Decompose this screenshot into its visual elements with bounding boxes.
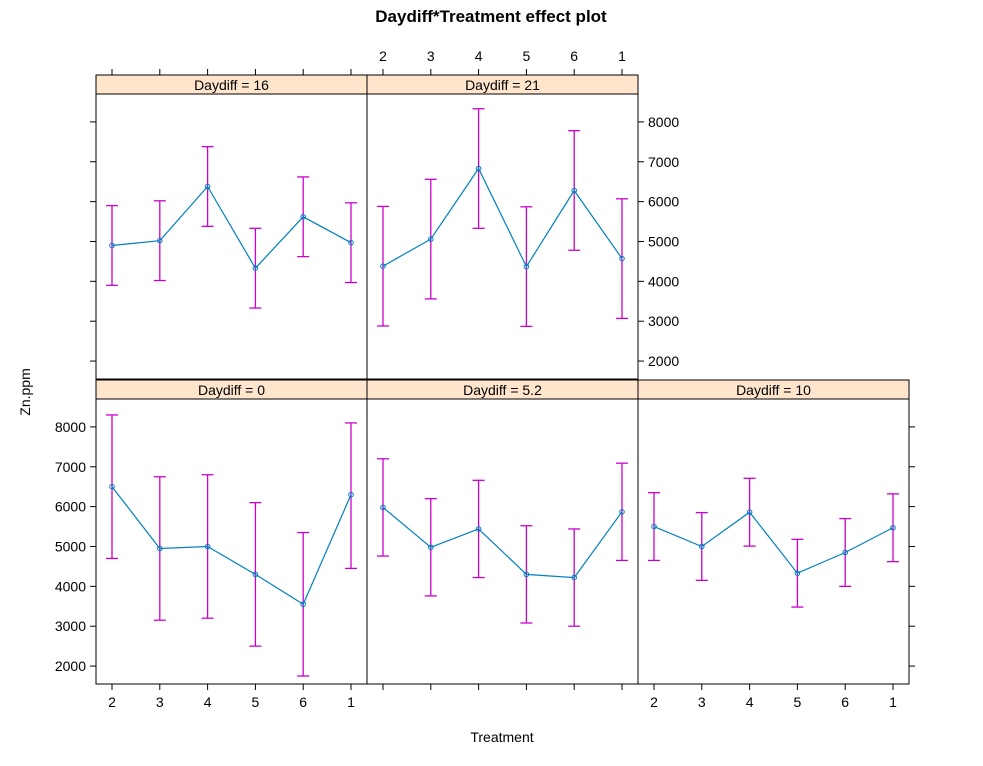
y-tick-label: 7000 [55, 459, 86, 475]
y-tick-label: 4000 [648, 273, 679, 289]
fit-line [653, 511, 894, 574]
y-tick-label: 8000 [648, 114, 679, 130]
y-tick-label: 3000 [648, 313, 679, 329]
fit-point [619, 255, 625, 262]
fit-point [746, 509, 753, 516]
x-tick-label: 4 [475, 48, 483, 64]
x-tick-label: 1 [889, 694, 897, 710]
x-tick-label: 3 [427, 48, 435, 64]
panel-strip-label: Daydiff = 10 [736, 382, 811, 398]
fit-point [794, 570, 801, 576]
fit-point [204, 183, 211, 190]
fit-line [111, 185, 352, 270]
y-tick-label: 7000 [648, 154, 679, 170]
panel-frame [366, 93, 639, 380]
fit-point [300, 213, 307, 220]
fit-point [252, 265, 259, 271]
x-tick-label: 2 [379, 48, 387, 64]
panel-strip-label: Daydiff = 5.2 [463, 382, 542, 398]
fit-point [890, 524, 896, 531]
x-tick-label: 4 [746, 694, 754, 710]
panel-frame [95, 398, 368, 685]
panel-strip-label: Daydiff = 0 [198, 382, 265, 398]
panel: Daydiff = 21 [366, 74, 639, 380]
fit-point [204, 543, 211, 550]
fit-point [380, 504, 386, 511]
fit-point [252, 571, 259, 578]
x-tick-label: 1 [347, 694, 355, 710]
x-tick-label: 2 [650, 694, 658, 710]
fit-point [428, 236, 434, 242]
y-tick-label: 6000 [55, 499, 86, 515]
y-axis-label: Zn.ppm [17, 368, 33, 415]
y-tick-label: 5000 [55, 538, 86, 554]
x-tick-label: 3 [156, 694, 164, 710]
fit-line [382, 167, 623, 268]
panel-strip-label: Daydiff = 16 [194, 77, 269, 93]
fit-point [157, 545, 163, 552]
fit-point [699, 543, 705, 550]
fit-line [382, 506, 623, 579]
y-tick-label: 5000 [648, 233, 679, 249]
axes-layer: 2 3 4 5 6 1 2 3 4 5 6 1 2 3 4 5 6 1 2000 3000 4000 5000 6000 70… [55, 48, 915, 710]
fit-point [109, 483, 115, 490]
fit-point [300, 601, 307, 608]
y-tick-label: 8000 [55, 419, 86, 435]
error-bar [616, 198, 628, 320]
x-tick-label: 6 [299, 694, 307, 710]
x-axis-label: Treatment [470, 729, 533, 745]
y-tick-label: 2000 [648, 353, 679, 369]
panel-frame [637, 398, 910, 685]
fit-point [842, 549, 849, 556]
chart-title: Daydiff*Treatment effect plot [375, 7, 607, 26]
y-tick-label: 6000 [648, 194, 679, 210]
fit-point [523, 263, 530, 270]
x-tick-label: 3 [698, 694, 706, 710]
panel-frame [366, 398, 639, 685]
fit-point [619, 509, 625, 515]
fit-point [348, 491, 354, 498]
y-tick-label: 2000 [55, 658, 86, 674]
x-tick-label: 6 [841, 694, 849, 710]
error-bar [648, 492, 660, 562]
x-tick-label: 2 [108, 694, 116, 710]
panel-strip-label: Daydiff = 21 [465, 77, 540, 93]
y-tick-label: 4000 [55, 578, 86, 594]
x-tick-label: 5 [252, 694, 260, 710]
fit-point [523, 571, 530, 578]
x-tick-label: 4 [204, 694, 212, 710]
panel: Daydiff = 0 [95, 379, 368, 685]
panel: Daydiff = 16 [95, 74, 368, 380]
panel: Daydiff = 10 [637, 379, 910, 685]
x-tick-label: 5 [523, 48, 531, 64]
x-tick-label: 5 [794, 694, 802, 710]
fit-point [348, 239, 354, 246]
x-tick-label: 1 [618, 48, 626, 64]
fit-point [380, 263, 386, 269]
x-tick-label: 6 [570, 48, 578, 64]
panel-frame [95, 93, 368, 380]
fit-point [428, 544, 434, 551]
fit-point [571, 574, 578, 581]
panels-layer: Daydiff = 0 Daydiff = 5.2 Daydiff = 10 Dayd… [95, 74, 910, 685]
fit-point [475, 165, 482, 172]
fit-point [109, 242, 115, 249]
fit-point [571, 187, 578, 194]
panel: Daydiff = 5.2 [366, 379, 639, 685]
fit-point [651, 523, 657, 530]
fit-point [157, 237, 163, 244]
error-bar [106, 414, 118, 560]
y-tick-label: 3000 [55, 618, 86, 634]
fit-line [111, 486, 352, 606]
fit-point [475, 526, 482, 532]
